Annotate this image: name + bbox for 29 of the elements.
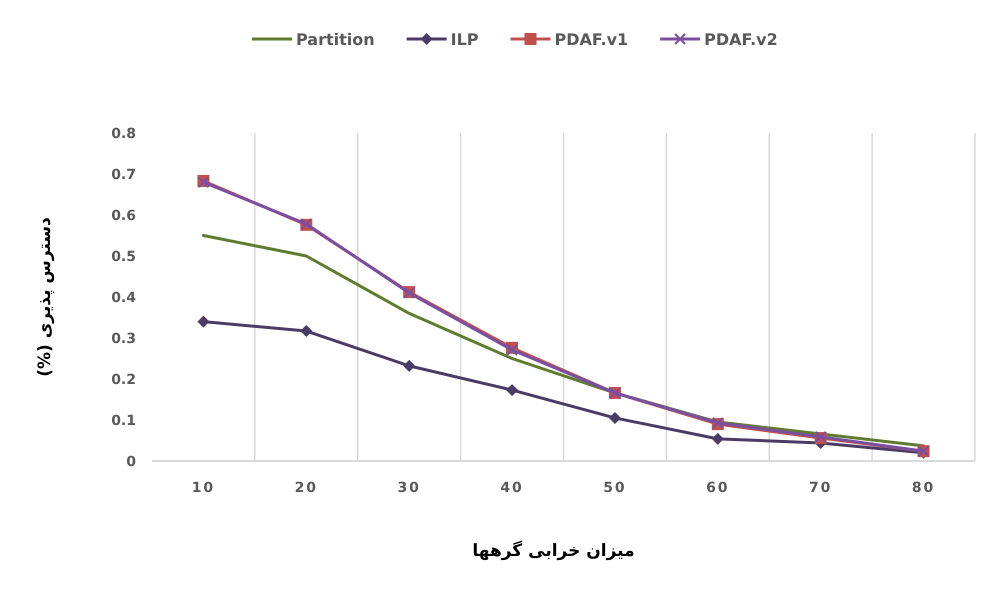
- x-tick-label: 10: [192, 480, 216, 496]
- legend-label: PDAF.v1: [554, 30, 628, 49]
- x-tick-label: 60: [706, 480, 730, 496]
- y-tick-label: 0: [126, 454, 136, 470]
- legend-label: PDAF.v2: [704, 30, 778, 49]
- y-tick-label: 0.5: [111, 249, 136, 265]
- y-tick-label: 0.2: [111, 372, 136, 388]
- y-tick-label: 0.6: [111, 208, 136, 224]
- y-tick-label: 0.8: [111, 126, 136, 142]
- legend-label: ILP: [450, 30, 479, 49]
- y-tick-label: 0.7: [111, 167, 136, 183]
- y-tick-label: 0.3: [111, 331, 136, 347]
- point: [403, 360, 416, 372]
- point: [506, 384, 518, 396]
- x-tick-label: 80: [912, 480, 936, 496]
- x-tick-label: 30: [397, 480, 421, 496]
- x-tick-label: 50: [603, 480, 627, 496]
- point: [608, 412, 621, 424]
- x-tick-label: 70: [808, 480, 832, 496]
- x-tick-label: 40: [500, 480, 524, 496]
- point: [712, 432, 724, 445]
- point: [300, 325, 312, 338]
- point: [197, 316, 210, 328]
- y-tick-label: 0.1: [111, 413, 136, 429]
- y-tick-label: 0.4: [111, 290, 136, 306]
- y-axis-title: دسترس پذیری (%): [35, 216, 55, 377]
- x-axis-title: میزان خرابی گرهها: [472, 540, 635, 561]
- x-tick-label: 20: [294, 480, 318, 496]
- legend-label: Partition: [296, 30, 375, 49]
